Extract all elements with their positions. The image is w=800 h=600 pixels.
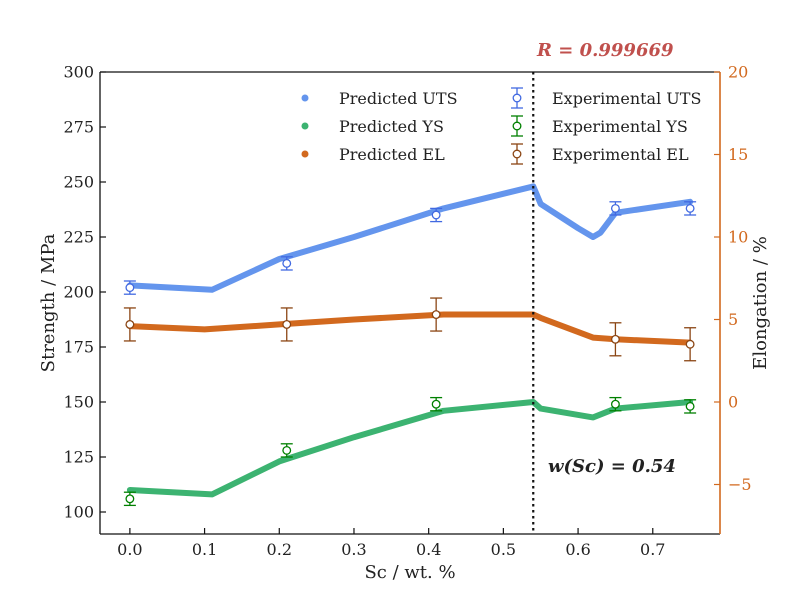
annotation-w-sc: w(Sc) = 0.54 [548, 456, 676, 477]
experimental-uts-point-1 [280, 256, 293, 271]
legend-label-predicted: Predicted UTS [339, 89, 458, 108]
experimental-el-point-2 [430, 297, 443, 332]
experimental-el-point-4 [684, 327, 697, 362]
x-tick-label: 0.4 [416, 540, 441, 559]
y-right-axis-title: Elongation / % [750, 236, 771, 370]
x-tick-label: 0.5 [491, 540, 516, 559]
plot-data [123, 72, 697, 534]
legend: Predicted UTS Predicted YS Predicted EL Exp… [301, 87, 701, 165]
x-tick-label: 0.1 [192, 540, 217, 559]
experimental-uts-marker [431, 210, 441, 220]
y-left-tick-label: 250 [63, 173, 94, 192]
experimental-uts-marker [282, 258, 292, 268]
experimental-ys-marker [610, 399, 620, 409]
legend-label-experimental: Experimental YS [552, 117, 688, 136]
experimental-ys-point-3 [609, 396, 622, 412]
legend-label-experimental: Experimental EL [552, 145, 689, 164]
x-tick-label: 0.0 [117, 540, 142, 559]
legend-marker-predicted [301, 122, 309, 130]
experimental-el-point-1 [280, 307, 293, 342]
experimental-el-marker [282, 320, 292, 329]
legend-marker-experimental [512, 121, 522, 131]
experimental-el-marker [610, 334, 620, 344]
x-tick-label: 0.3 [341, 540, 366, 559]
experimental-uts-marker [125, 283, 135, 293]
y-left-tick-label: 125 [63, 448, 94, 467]
y-left-tick-label: 275 [63, 118, 94, 137]
legend-label-predicted: Predicted YS [339, 117, 444, 136]
legend-marker-experimental [512, 149, 522, 159]
experimental-uts-marker [610, 203, 620, 213]
x-tick-label: 0.2 [267, 540, 292, 559]
predicted-series-predicted-uts [126, 183, 694, 293]
x-tick-label: 0.7 [640, 540, 665, 559]
y-left-tick-label: 200 [63, 283, 94, 302]
x-tick-label: 0.6 [565, 540, 590, 559]
predicted-series-predicted-ys [126, 399, 694, 498]
y-right-tick-label: 10 [728, 228, 748, 247]
legend-marker-predicted [301, 150, 309, 158]
experimental-uts-point-2 [430, 207, 443, 223]
y-right-tick-label: 20 [728, 63, 748, 82]
experimental-ys-point-0 [123, 491, 136, 507]
annotations: R = 0.999669 w(Sc) = 0.54 [536, 40, 676, 477]
y-right-tick-label: 0 [728, 393, 738, 412]
y-right-tick-label: 15 [728, 145, 748, 164]
experimental-uts-point-0 [123, 280, 136, 295]
y-left-tick-label: 100 [63, 503, 94, 522]
annotation-r-value: R = 0.999669 [536, 40, 674, 61]
experimental-ys-marker [685, 401, 695, 411]
y-right-tick-label: 5 [728, 310, 738, 329]
experimental-uts-point-3 [609, 201, 622, 216]
experimental-ys-point-1 [280, 443, 293, 458]
experimental-ys-marker [282, 445, 292, 455]
experimental-el-point-3 [609, 322, 622, 357]
legend-label-experimental: Experimental UTS [552, 89, 701, 108]
experimental-el-marker [685, 339, 695, 349]
y-left-tick-label: 300 [63, 63, 94, 82]
experimental-uts-marker [685, 203, 695, 213]
y-left-tick-label: 225 [63, 228, 94, 247]
experimental-el-point-0 [123, 307, 136, 342]
y-right-tick-label: −5 [728, 475, 752, 494]
experimental-ys-marker [431, 399, 441, 409]
legend-marker-experimental [512, 93, 522, 103]
predicted-series-predicted-el [126, 311, 694, 346]
x-axis-title: Sc / wt. % [364, 562, 455, 583]
experimental-ys-point-4 [684, 399, 697, 414]
experimental-ys-point-2 [430, 396, 443, 412]
y-left-tick-label: 150 [63, 393, 94, 412]
experimental-ys-marker [125, 494, 135, 504]
y-left-axis-title: Strength / MPa [38, 233, 59, 372]
axes: 0.0 0.1 0.2 0.3 0.4 0.5 0.6 0.71001251501752002… [38, 63, 771, 584]
experimental-el-marker [125, 320, 135, 329]
legend-label-predicted: Predicted EL [339, 145, 445, 164]
experimental-uts-point-4 [684, 201, 697, 216]
y-left-tick-label: 175 [63, 338, 94, 357]
experimental-el-marker [431, 310, 441, 319]
legend-marker-predicted [301, 94, 309, 102]
